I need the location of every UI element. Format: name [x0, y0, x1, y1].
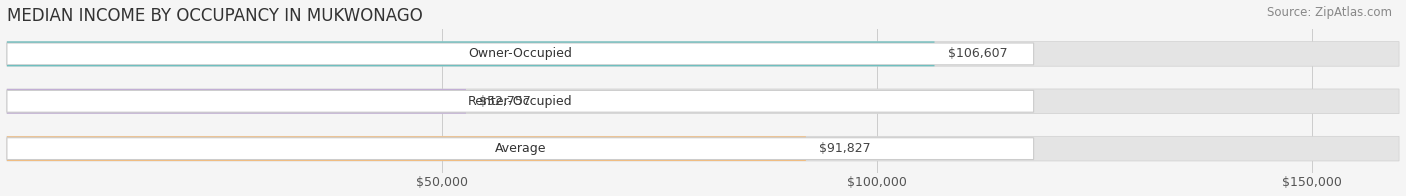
- FancyBboxPatch shape: [7, 138, 1033, 160]
- Text: $106,607: $106,607: [948, 47, 1007, 60]
- Text: Average: Average: [495, 142, 546, 155]
- Text: Source: ZipAtlas.com: Source: ZipAtlas.com: [1267, 6, 1392, 19]
- FancyBboxPatch shape: [7, 136, 806, 161]
- FancyBboxPatch shape: [7, 90, 1033, 112]
- FancyBboxPatch shape: [7, 89, 1399, 114]
- Text: Renter-Occupied: Renter-Occupied: [468, 95, 572, 108]
- FancyBboxPatch shape: [7, 136, 1399, 161]
- FancyBboxPatch shape: [7, 42, 935, 66]
- Text: $52,757: $52,757: [479, 95, 531, 108]
- Text: $91,827: $91,827: [818, 142, 870, 155]
- Text: MEDIAN INCOME BY OCCUPANCY IN MUKWONAGO: MEDIAN INCOME BY OCCUPANCY IN MUKWONAGO: [7, 7, 423, 25]
- FancyBboxPatch shape: [7, 43, 1033, 65]
- Text: Owner-Occupied: Owner-Occupied: [468, 47, 572, 60]
- FancyBboxPatch shape: [7, 89, 465, 114]
- FancyBboxPatch shape: [7, 42, 1399, 66]
